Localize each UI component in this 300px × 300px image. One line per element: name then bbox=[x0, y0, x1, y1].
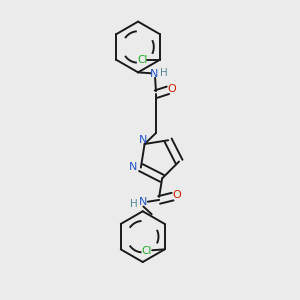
Text: N: N bbox=[139, 197, 148, 207]
Text: Cl: Cl bbox=[137, 55, 147, 65]
Text: N: N bbox=[150, 69, 159, 79]
Text: O: O bbox=[172, 190, 181, 200]
Text: H: H bbox=[160, 68, 167, 78]
Text: N: N bbox=[129, 162, 138, 172]
Text: Cl: Cl bbox=[142, 246, 152, 256]
Text: N: N bbox=[139, 134, 147, 145]
Text: O: O bbox=[167, 84, 176, 94]
Text: H: H bbox=[130, 199, 138, 209]
